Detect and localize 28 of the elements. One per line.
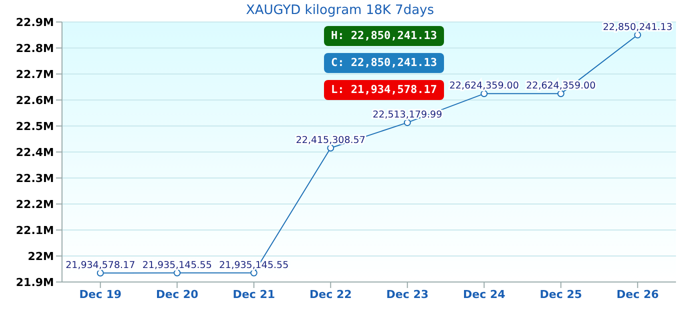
y-tick-label: 22.4M xyxy=(16,146,54,159)
y-tick-label: 22.5M xyxy=(16,120,54,133)
x-tick-label: Dec 24 xyxy=(463,288,506,301)
y-tick-label: 22.3M xyxy=(16,172,54,185)
y-tick-label: 22.8M xyxy=(16,42,54,55)
data-label: 21,935,145.55 xyxy=(142,260,212,271)
y-tick-label: 22M xyxy=(28,250,54,263)
point xyxy=(404,119,411,126)
y-tick-label: 22.7M xyxy=(16,68,54,81)
value-badge: L: 21,934,578.17 xyxy=(324,80,444,100)
value-badge: C: 22,850,241.13 xyxy=(324,53,444,73)
x-tick-label: Dec 25 xyxy=(540,288,582,301)
data-label: 22,850,241.13 xyxy=(602,22,672,33)
x-tick-label: Dec 19 xyxy=(79,288,122,301)
data-label: 22,624,359.00 xyxy=(449,80,519,92)
x-tick-label: Dec 21 xyxy=(232,288,275,301)
y-tick-label: 21.9M xyxy=(16,276,54,289)
y-tick-label: 22.2M xyxy=(16,198,54,211)
y-tick-label: 22.1M xyxy=(16,224,54,237)
x-tick-label: Dec 22 xyxy=(310,288,352,301)
chart-title: XAUGYD kilogram 18K 7days xyxy=(246,3,434,18)
x-tick-label: Dec 26 xyxy=(616,288,660,301)
x-tick-label: Dec 20 xyxy=(156,288,199,301)
value-badge: H: 22,850,241.13 xyxy=(324,26,444,46)
data-label: 21,934,578.17 xyxy=(66,260,136,272)
y-tick-label: 22.9M xyxy=(16,16,54,29)
y-tick-label: 22.6M xyxy=(16,94,54,107)
x-tick-label: Dec 23 xyxy=(386,288,428,301)
